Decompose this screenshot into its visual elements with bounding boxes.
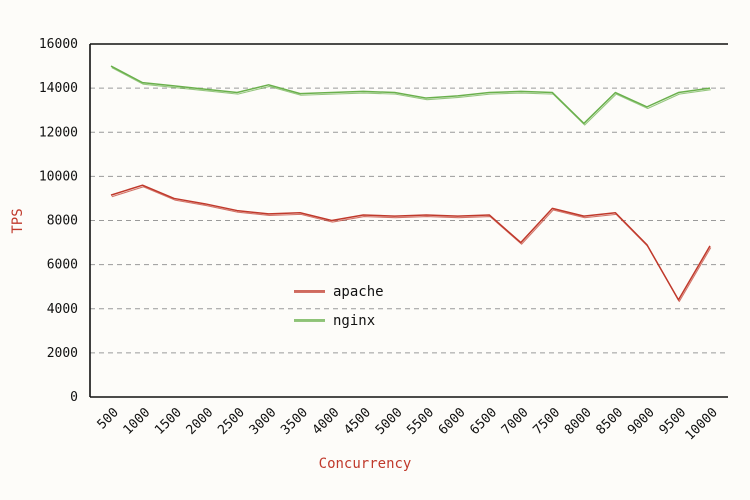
series-line-nginx	[110, 65, 711, 125]
x-tick-label: 2500	[215, 405, 248, 438]
x-tick-label: 3500	[278, 405, 311, 438]
y-tick-label: 14000	[39, 81, 78, 96]
x-tick-label: 7500	[530, 405, 563, 438]
legend-label-nginx: nginx	[333, 313, 375, 329]
x-tick-label: 10000	[683, 405, 721, 443]
x-tick-label: 4500	[341, 405, 374, 438]
y-axis-title: TPS	[10, 208, 26, 233]
legend: apache nginx	[294, 284, 384, 329]
x-tick-label: 3000	[247, 405, 280, 438]
y-tick-label: 0	[70, 390, 78, 405]
x-tick-label: 5000	[373, 405, 406, 438]
y-tick-label: 10000	[39, 169, 78, 184]
y-tick-label: 6000	[47, 258, 78, 273]
x-tick-label: 6500	[467, 405, 500, 438]
x-tick-label: 500	[95, 405, 122, 432]
grid-lines	[90, 87, 728, 354]
x-tick-label: 9000	[625, 405, 658, 438]
series-line-apache	[110, 184, 711, 301]
y-tick-label: 4000	[47, 302, 78, 317]
y-tick-label: 2000	[47, 346, 78, 361]
x-tick-label: 7000	[499, 405, 532, 438]
axes	[89, 43, 728, 398]
x-tick-label: 5500	[404, 405, 437, 438]
series-lines	[110, 65, 712, 303]
x-axis-title: Concurrency	[319, 456, 412, 472]
y-tick-label: 16000	[39, 37, 78, 52]
x-tick-label: 1500	[152, 405, 185, 438]
x-tick-label: 1000	[121, 405, 154, 438]
y-tick-label: 12000	[39, 125, 78, 140]
legend-label-apache: apache	[333, 284, 384, 300]
x-tick-label: 8000	[562, 405, 595, 438]
x-tick-label: 2000	[184, 405, 217, 438]
x-tick-label: 8500	[594, 405, 627, 438]
series-line-apache-shadow	[111, 186, 712, 303]
x-tick-labels: 5001000150020002500300035004000450050005…	[95, 405, 721, 443]
x-tick-label: 4000	[310, 405, 343, 438]
y-tick-label: 8000	[47, 214, 78, 229]
y-tick-labels: 0 2000 4000 6000 8000 10000 12000 14000 16000	[39, 37, 78, 405]
x-tick-label: 6000	[436, 405, 469, 438]
series-line-nginx-shadow	[111, 67, 711, 126]
